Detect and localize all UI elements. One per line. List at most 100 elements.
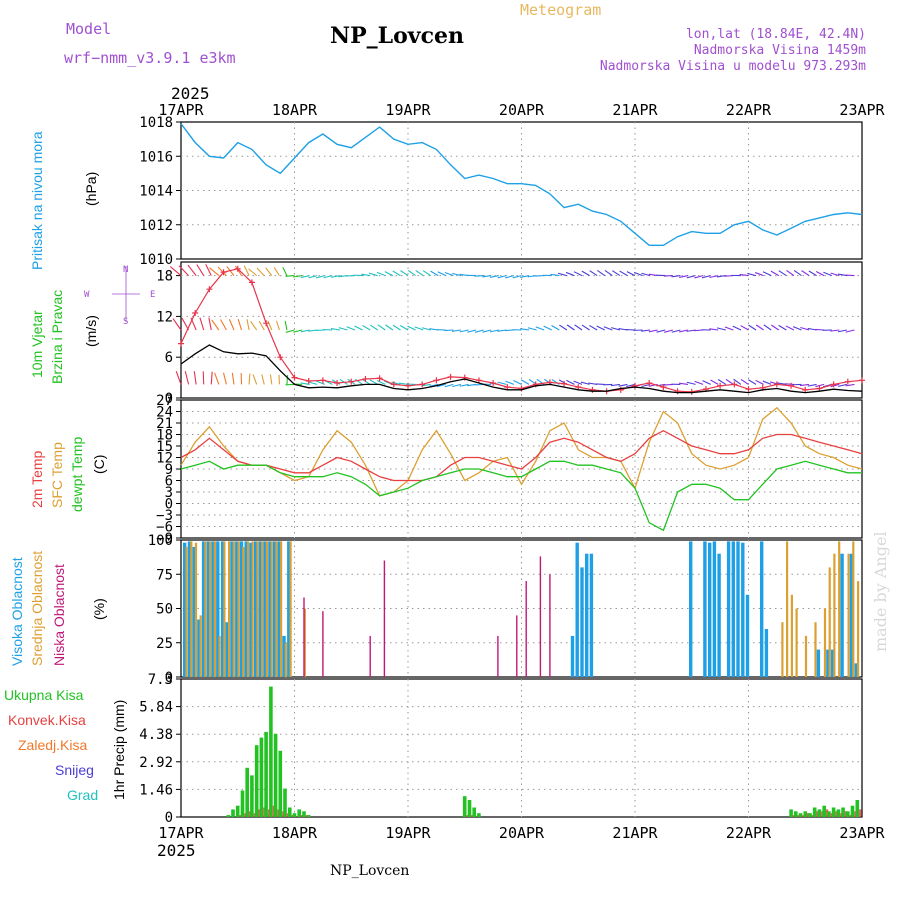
wind-arrow xyxy=(762,380,772,385)
total-precip-bar xyxy=(235,805,240,817)
gust-marker xyxy=(844,378,851,385)
wind-arrow xyxy=(338,275,348,278)
total-precip-bar xyxy=(288,807,292,817)
cloud-panel: 0 25 50 75 100 Visoka Oblacnost Srednja Obla… xyxy=(9,533,863,686)
temp-2m-label: 2m Temp xyxy=(29,450,45,508)
ytick-label: 24 xyxy=(156,405,173,421)
wind-arrow xyxy=(285,275,295,277)
ytick-label: 1016 xyxy=(139,149,173,165)
wind-arrow xyxy=(181,317,190,331)
total-precip-bar xyxy=(283,788,287,817)
wind-arrow xyxy=(785,325,795,331)
wind-arrow xyxy=(459,273,469,277)
high-cloud-bar xyxy=(731,541,735,677)
gust-marker xyxy=(206,286,213,293)
ytick-label: 21 xyxy=(156,416,173,432)
wind-arrow xyxy=(678,382,689,385)
wind-arrow xyxy=(573,271,583,277)
total-precip-bar xyxy=(850,805,855,817)
wind-arrow xyxy=(222,372,227,385)
top-date-labels: 17APR 18APR 19APR 20APR 21APR 22APR 23APR xyxy=(158,101,885,119)
high-cloud-bar xyxy=(764,629,769,677)
bottom-date-label: 18APR xyxy=(272,824,318,842)
mid-cloud-bar xyxy=(265,541,268,677)
conv-precip-bar xyxy=(835,811,838,817)
wind-arrow xyxy=(626,383,636,388)
gust-marker xyxy=(220,269,227,276)
wind-arrow xyxy=(512,275,522,279)
wind-arrow xyxy=(786,270,795,277)
wind-arrow xyxy=(261,374,265,385)
wind-arrow xyxy=(369,379,379,385)
wind-arrow xyxy=(505,380,515,385)
conv-precip-label: Konvek.Kisa xyxy=(8,712,86,728)
mid-cloud-bar xyxy=(786,541,789,677)
wind-arrow xyxy=(184,371,190,385)
ytick-label: 25 xyxy=(156,636,173,652)
conv-precip-bar xyxy=(802,815,805,817)
wind-arrow xyxy=(430,270,439,277)
high-cloud-bar xyxy=(268,541,272,677)
total-precip-bar xyxy=(259,737,264,817)
conv-precip-bar xyxy=(807,813,810,817)
mid-cloud-bar xyxy=(275,541,278,677)
total-precip-bar xyxy=(231,809,235,817)
high-cloud-bar xyxy=(192,546,196,677)
high-cloud-bar xyxy=(712,541,717,677)
total-precip-bar xyxy=(477,813,481,817)
wind-arrow xyxy=(451,329,462,332)
total-precip-bar xyxy=(789,809,793,817)
mid-cloud-bar xyxy=(852,541,855,677)
bottom-date-label: 19APR xyxy=(385,824,431,842)
wind-ytick-labels: 0 6 12 18 xyxy=(156,269,173,407)
gust-marker xyxy=(376,375,383,382)
wind-arrow xyxy=(565,271,575,277)
wind-arrow xyxy=(400,270,409,277)
ytick-label: 1014 xyxy=(139,184,173,200)
wind-arrow xyxy=(686,381,696,385)
wind-arrow xyxy=(837,329,847,333)
wind-arrow xyxy=(520,275,530,278)
wind-arrow xyxy=(740,378,749,385)
wind-arrow xyxy=(641,272,651,277)
wind-arrow xyxy=(429,383,439,387)
wind-arrow xyxy=(739,273,749,277)
wind-arrow xyxy=(482,329,492,333)
high-cloud-bar xyxy=(277,541,281,677)
wind-arrow xyxy=(208,317,212,331)
wind-arrow xyxy=(175,371,182,385)
wind-arrow xyxy=(733,378,742,385)
total-precip-bar xyxy=(245,767,249,817)
gust-marker xyxy=(830,381,837,388)
gust-marker xyxy=(859,377,865,384)
pressure-ytick-labels: 1010 1012 1014 1016 1018 xyxy=(139,115,173,268)
wind-arrow xyxy=(694,275,704,279)
wind-arrow xyxy=(792,326,802,331)
wind-arrow xyxy=(566,324,575,331)
mid-cloud-bar xyxy=(790,594,793,677)
high-cloud-bar xyxy=(254,541,258,677)
wind-arrow xyxy=(497,381,507,385)
high-cloud-label: Visoka Oblacnost xyxy=(9,557,25,666)
total-precip-bar xyxy=(292,813,297,817)
cloud-bars xyxy=(183,541,860,678)
wind-arrow xyxy=(830,272,840,277)
wind-arrow xyxy=(619,270,628,277)
wind-arrow xyxy=(702,380,711,385)
conv-precip-bar xyxy=(267,809,271,817)
wind-arrow xyxy=(474,275,484,277)
total-precip-bar xyxy=(269,686,273,817)
high-cloud-bar xyxy=(745,594,750,677)
wind-arrow xyxy=(346,326,356,331)
total-precip-bar xyxy=(472,807,476,817)
wind-arrow xyxy=(801,270,810,277)
gust-marker xyxy=(348,378,355,385)
wind-arrow xyxy=(618,383,628,387)
wind-arrow xyxy=(581,324,590,331)
high-cloud-bar xyxy=(230,541,234,677)
gust-marker xyxy=(277,354,284,361)
high-cloud-bar xyxy=(726,541,731,677)
mid-cloud-bar xyxy=(256,541,259,677)
